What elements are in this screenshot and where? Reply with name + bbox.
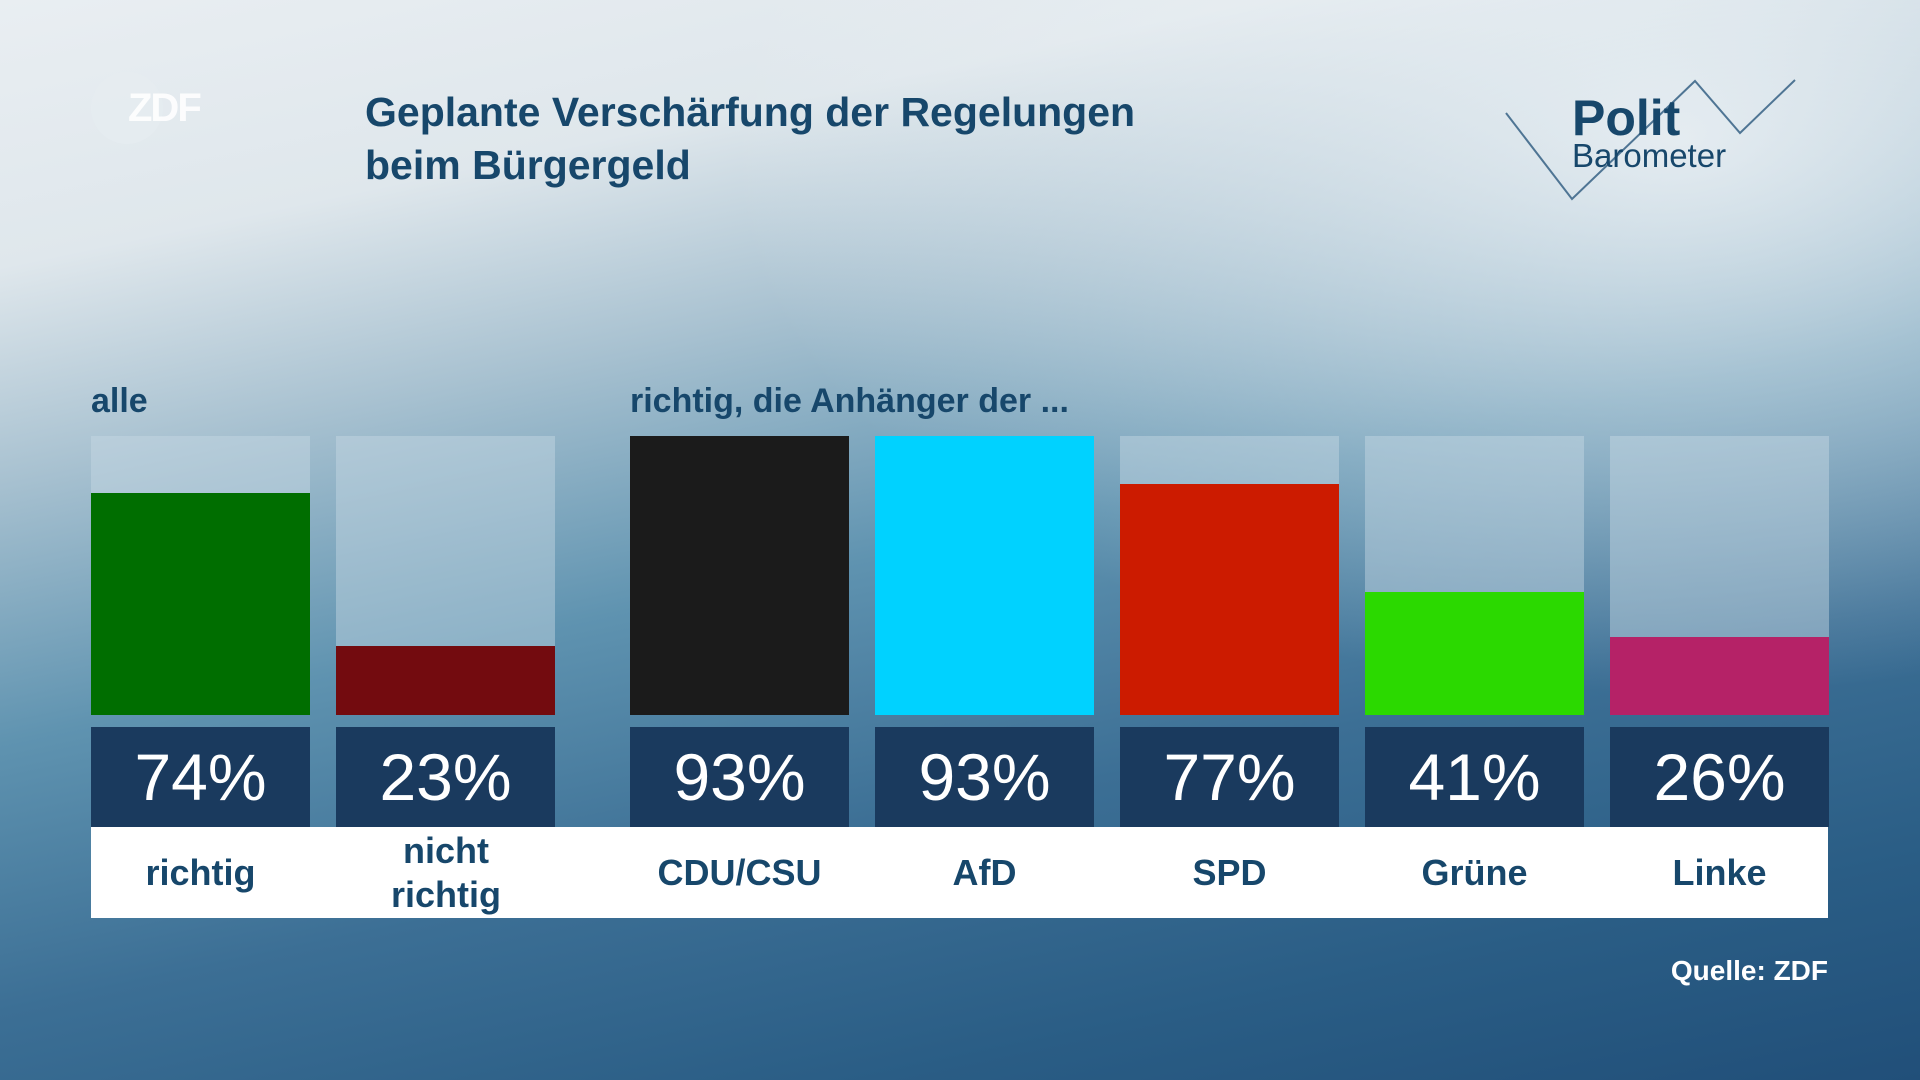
value-label: 41%	[1365, 727, 1584, 827]
value-label: 74%	[91, 727, 310, 827]
category-label: richtig	[145, 851, 256, 893]
group-label-parties: richtig, die Anhänger der ...	[630, 382, 1069, 420]
bar-track	[875, 436, 1094, 715]
bar-track	[1365, 436, 1584, 715]
category-label: SPD	[1192, 851, 1267, 893]
bar	[1610, 637, 1829, 715]
title-line-1: Geplante Verschärfung der Regelungen	[365, 89, 1136, 135]
value-label: 77%	[1120, 727, 1339, 827]
barometer-line-icon	[1505, 79, 1796, 201]
chart-title: Geplante Verschärfung der Regelungen bei…	[365, 86, 1135, 192]
value-label: 93%	[630, 727, 849, 827]
category-label: Grüne	[1421, 851, 1528, 893]
bar	[630, 436, 849, 715]
bar-track	[1120, 436, 1339, 715]
title-line-2: beim Bürgergeld	[365, 142, 691, 188]
value-label: 93%	[875, 727, 1094, 827]
bar	[336, 646, 555, 715]
value-label: 23%	[336, 727, 555, 827]
bar	[875, 436, 1094, 715]
category-label: AfD	[952, 851, 1017, 893]
value-label: 26%	[1610, 727, 1829, 827]
zdf-logo	[91, 72, 163, 144]
bar-track	[630, 436, 849, 715]
zdf-logo-text: ZDF	[128, 86, 202, 130]
category-label: CDU/CSU	[657, 851, 822, 893]
bar	[1120, 484, 1339, 715]
bar-track	[91, 436, 310, 715]
source-note: Quelle: ZDF	[1670, 955, 1828, 986]
brand-line-2: Barometer	[1572, 137, 1727, 174]
label-band	[91, 827, 1828, 918]
brand-line-1: Polit	[1572, 90, 1681, 146]
bar	[91, 493, 310, 715]
group-label-alle: alle	[91, 382, 148, 420]
bar	[1365, 592, 1584, 715]
category-label: nicht richtig	[390, 829, 501, 915]
bar-track	[1610, 436, 1829, 715]
politbarometer-logo: Polit Barometer	[1500, 75, 1800, 205]
category-label: Linke	[1672, 851, 1767, 893]
bar-track	[336, 436, 555, 715]
